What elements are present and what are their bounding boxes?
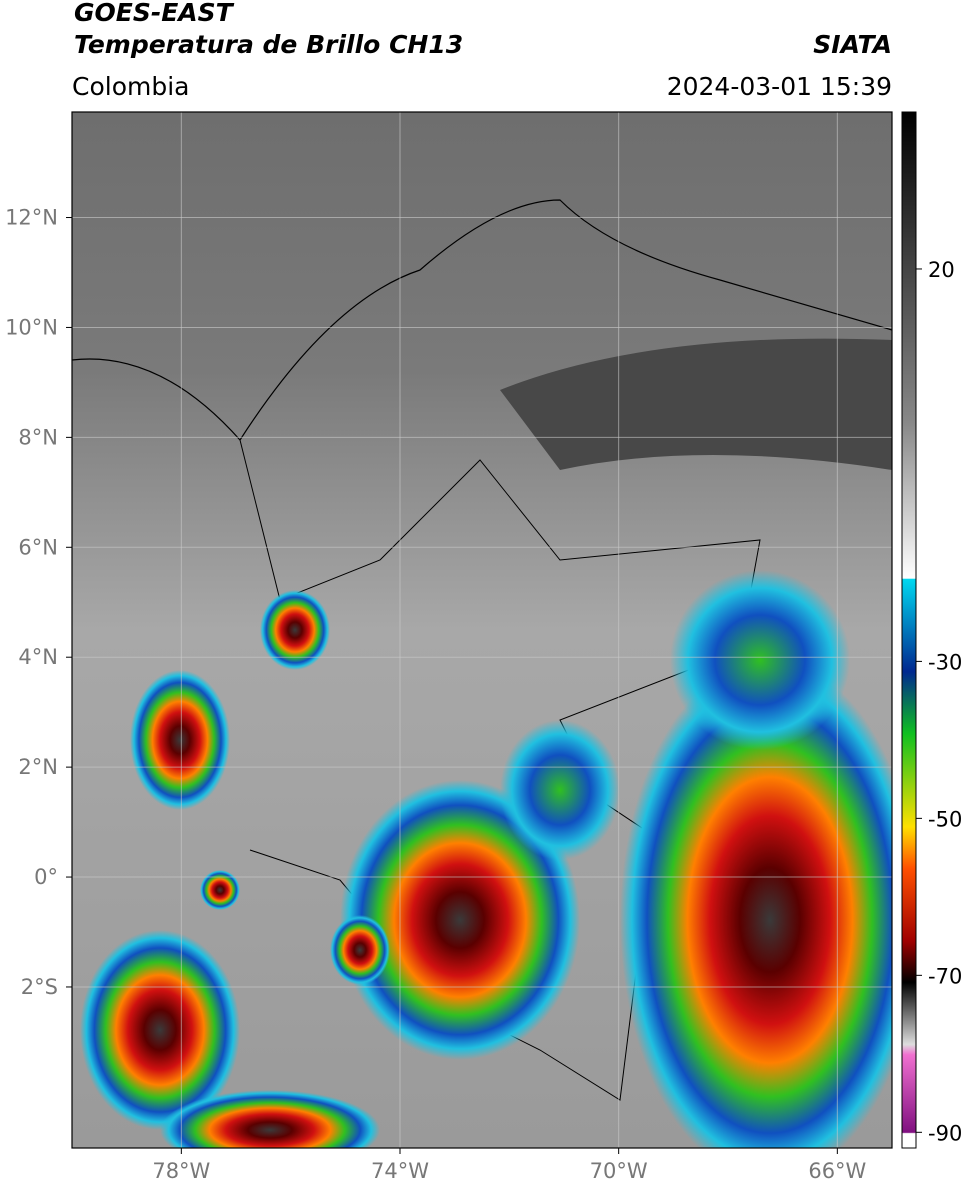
region: Colombia xyxy=(72,72,189,101)
y-tick-label: 2°N xyxy=(18,755,58,779)
colorbar xyxy=(901,111,917,1149)
map-frame xyxy=(71,111,893,1149)
map-image xyxy=(72,112,892,1148)
x-tick-label: 70°W xyxy=(590,1159,648,1183)
y-tick-label: 6°N xyxy=(18,535,58,559)
cloud xyxy=(670,570,850,750)
y-tick-label: 0° xyxy=(34,865,58,889)
coastline xyxy=(72,199,892,441)
storm xyxy=(80,930,240,1130)
title: GOES-EAST xyxy=(74,0,235,27)
colorbar-tick-label: -30 xyxy=(928,650,962,674)
y-tick-label: 4°N xyxy=(18,645,58,669)
storm xyxy=(200,870,240,910)
storm xyxy=(260,590,330,670)
source: SIATA xyxy=(813,30,892,59)
y-tick-label: 10°N xyxy=(5,315,58,339)
header: GOES-EAST Temperatura de Brillo CH13 Col… xyxy=(72,0,892,101)
colorbar-tick-label: -70 xyxy=(928,964,962,988)
x-tick-label: 78°W xyxy=(152,1159,210,1183)
cloud xyxy=(500,720,620,860)
storm xyxy=(160,1090,380,1148)
x-tick-label: 66°W xyxy=(808,1159,866,1183)
y-tick-label: 2°S xyxy=(21,975,58,999)
storm xyxy=(620,660,892,1148)
storm xyxy=(330,915,390,985)
timestamp: 2024-03-01 15:39 xyxy=(667,72,892,101)
subtitle: Temperatura de Brillo CH13 xyxy=(74,30,463,59)
y-tick-label: 12°N xyxy=(5,206,58,230)
storm xyxy=(130,670,230,810)
x-tick-label: 74°W xyxy=(371,1159,429,1183)
y-tick-label: 8°N xyxy=(18,425,58,449)
colorbar-tick-label: -90 xyxy=(928,1121,962,1145)
colorbar-tick-label: 20 xyxy=(928,258,955,282)
colorbar-tick-label: -50 xyxy=(928,807,962,831)
